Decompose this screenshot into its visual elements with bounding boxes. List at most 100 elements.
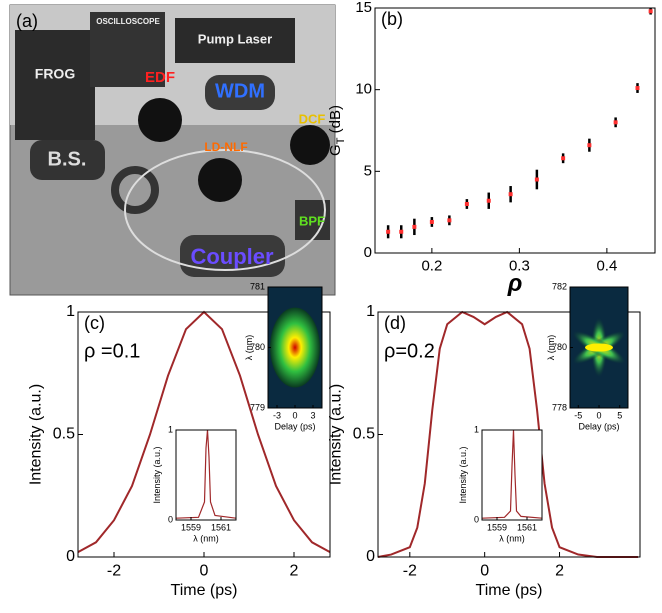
point [613, 120, 618, 125]
panel-label: (b) [381, 9, 403, 29]
point [635, 86, 640, 91]
y-axis-label-main: G [327, 144, 344, 156]
y-axis-label: λ (nm) [546, 335, 556, 361]
y-tick-label: 0.5 [53, 426, 75, 443]
spectrogram-blob [270, 307, 320, 388]
y-tick-label: 15 [355, 0, 372, 16]
y-tick-label: 1 [66, 303, 75, 320]
setup-photo [9, 4, 336, 296]
x-axis-label: λ (nm) [193, 533, 219, 543]
y-tick-label: 780 [250, 342, 265, 352]
y-tick-label: 778 [552, 402, 567, 412]
panel-label: (c) [84, 313, 105, 333]
component-label: LD-NLF [204, 140, 247, 154]
x-axis-label: Time (ps) [171, 582, 238, 599]
y-axis-label-main: Intensity (a.u.) [28, 384, 45, 485]
x-axis-label: Delay (ps) [274, 421, 315, 431]
x-tick-label: 0.2 [421, 257, 442, 274]
component-label: DCF [299, 111, 326, 126]
component-label: OSCILLOSCOPE [96, 17, 160, 26]
x-tick-label: 1561 [517, 522, 537, 532]
point [486, 198, 491, 203]
y-axis-label-main: Intensity (a.u.) [328, 384, 345, 485]
component-label: BPF [299, 213, 325, 228]
y-tick-label: 0 [364, 244, 372, 261]
y-axis-label: Intensity (a.u.) [152, 446, 162, 503]
x-axis-label: Delay (ps) [578, 421, 619, 431]
annotation: ρ =0.1 [84, 340, 140, 362]
y-axis-label: λ (nm) [244, 335, 254, 361]
x-tick-label: -2 [107, 563, 121, 580]
x-tick-label: 2 [555, 563, 564, 580]
annotation: ρ=0.2 [384, 340, 435, 362]
curve [377, 310, 639, 558]
point [429, 219, 434, 224]
y-axis-label-sub: T [335, 137, 347, 144]
y-tick-label: 780 [552, 342, 567, 352]
x-tick-label: 0 [292, 410, 297, 420]
point [587, 143, 592, 148]
x-tick-label: 0 [596, 410, 601, 420]
component-label: WDM [215, 80, 265, 102]
y-tick-label: 0.5 [353, 426, 375, 443]
axes-frame [175, 429, 237, 521]
x-tick-label: 0 [200, 563, 209, 580]
point [386, 229, 391, 234]
x-tick-label: -2 [403, 563, 417, 580]
y-axis-label: Intensity (a.u.) [328, 384, 345, 485]
x-axis-label: ρ [507, 270, 523, 297]
point [534, 177, 539, 182]
y-tick-label: 1 [474, 424, 479, 434]
y-axis-label: GT (dB) [327, 105, 347, 156]
x-tick-label: 2 [290, 563, 299, 580]
x-tick-label: -3 [273, 410, 281, 420]
component-label: FROG [35, 66, 76, 82]
y-tick-label: 5 [364, 162, 372, 179]
x-axis-label: Time (ps) [476, 582, 543, 599]
y-tick-label: 0 [474, 514, 479, 524]
y-tick-label: 1 [366, 303, 375, 320]
point [447, 218, 452, 223]
x-tick-label: 1559 [181, 522, 201, 532]
spectrogram-blob [585, 343, 613, 352]
y-tick-label: 0 [66, 548, 75, 565]
component-label: Pump Laser [198, 31, 272, 46]
y-tick-label: 0 [168, 514, 173, 524]
y-axis-label-main: λ (nm) [546, 335, 556, 361]
y-axis-label: Intensity (a.u.) [28, 384, 45, 485]
x-tick-label: 1559 [487, 522, 507, 532]
component-label: B.S. [48, 148, 87, 170]
x-tick-label: 0 [480, 563, 489, 580]
point [464, 202, 469, 206]
x-axis-label: λ (nm) [499, 533, 525, 543]
panel-label: (a) [16, 11, 38, 31]
point [508, 192, 513, 197]
axes-frame [374, 7, 656, 254]
y-axis-label-main: Intensity (a.u.) [458, 446, 468, 503]
axes-frame [481, 429, 543, 521]
point [561, 156, 566, 161]
y-tick-label: 10 [355, 81, 372, 98]
x-tick-label: 1561 [211, 522, 231, 532]
x-tick-label: 3 [310, 410, 315, 420]
y-axis-label-unit: (dB) [327, 105, 344, 138]
panel-label: (d) [384, 313, 406, 333]
y-axis-label-main: Intensity (a.u.) [152, 446, 162, 503]
component-label: Coupler [190, 244, 274, 269]
y-tick-label: 1 [168, 424, 173, 434]
x-tick-label: 0.4 [596, 257, 617, 274]
y-axis-label: Intensity (a.u.) [458, 446, 468, 503]
x-tick-label: 0.3 [509, 257, 530, 274]
y-tick-label: 781 [250, 281, 265, 291]
y-tick-label: 782 [552, 281, 567, 291]
y-axis-label-main: λ (nm) [244, 335, 254, 361]
point [399, 229, 404, 234]
component-label: EDF [145, 69, 175, 86]
y-tick-label: 0 [366, 548, 375, 565]
x-tick-label: -5 [574, 410, 582, 420]
point [412, 224, 417, 229]
x-tick-label: 5 [617, 410, 622, 420]
point [648, 9, 653, 14]
y-tick-label: 779 [250, 402, 265, 412]
